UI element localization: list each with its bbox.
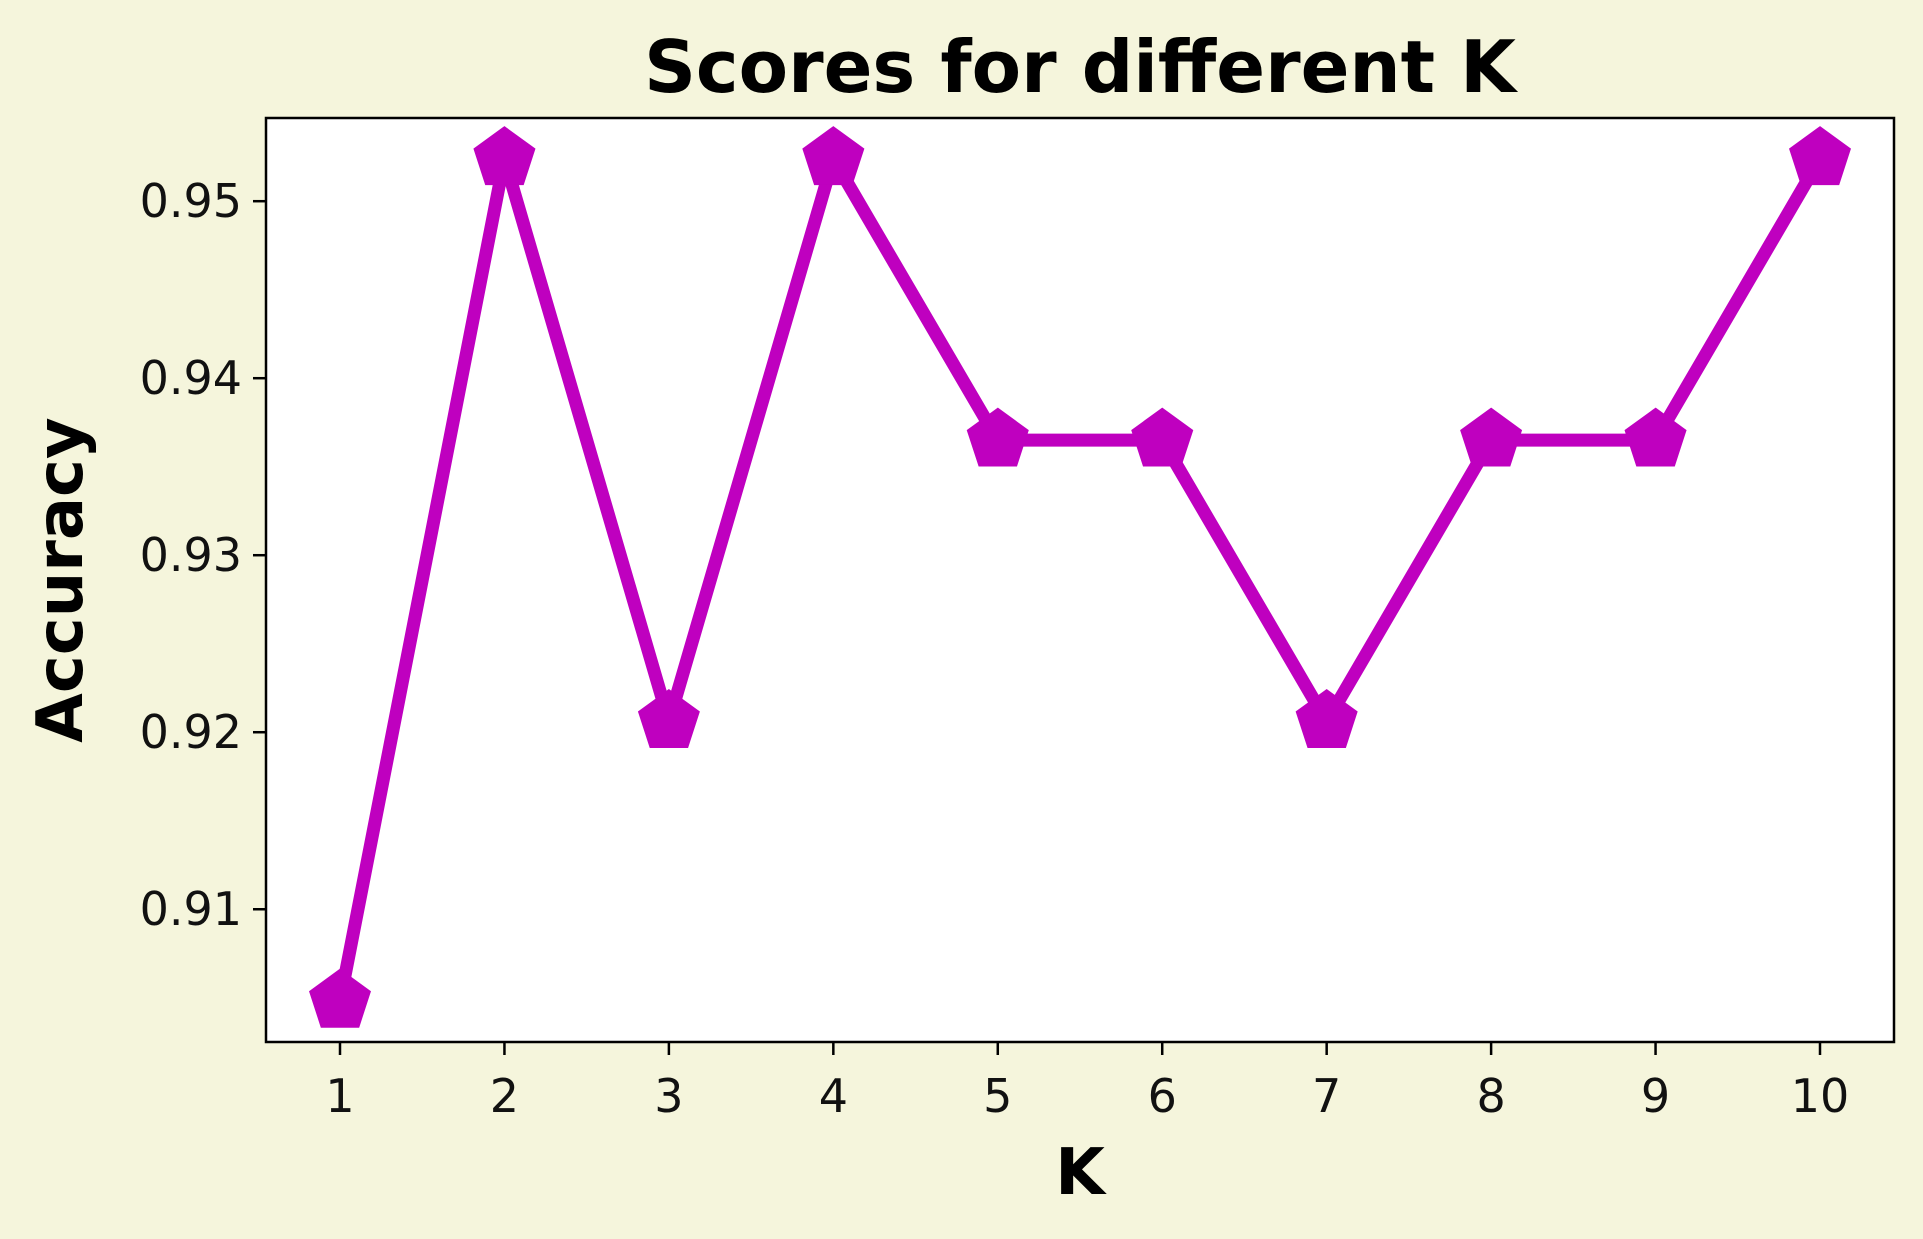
data-point-marker [1295,688,1358,748]
x-tick-label: 2 [490,1069,519,1123]
y-tick-label: 0.91 [140,882,242,936]
y-tick-label: 0.93 [140,528,242,582]
x-tick-label: 5 [983,1069,1012,1123]
y-tick-label: 0.94 [140,351,242,405]
y-axis-label: Accuracy [24,417,98,742]
data-point-marker [966,407,1029,467]
data-point-marker [1131,407,1194,467]
data-point-marker [1789,126,1851,186]
data-point-marker [473,126,536,186]
chart-title: Scores for different K [644,25,1518,109]
x-tick-label: 7 [1312,1069,1341,1123]
x-tick-label: 8 [1476,1069,1505,1123]
x-axis-label: K [1055,1136,1107,1210]
x-tick-label: 6 [1148,1069,1177,1123]
data-point-marker [802,126,865,186]
data-point-marker [1460,407,1523,467]
x-tick-label: 1 [325,1069,354,1123]
y-tick-label: 0.92 [140,705,242,759]
series-group [309,126,1851,1028]
x-tick-label: 4 [819,1069,848,1123]
plot-area [264,116,1896,1044]
data-point-marker [1624,407,1687,467]
data-point-marker [637,688,700,748]
y-tick-label: 0.95 [140,174,242,228]
tick-labels: 1 2 3 4 5 6 7 8 9 10 0.91 0.92 0.93 0.94 0.95 [140,174,1850,1123]
x-tick-label: 9 [1641,1069,1670,1123]
series-line [333,142,1826,1003]
x-tick-label: 10 [1791,1069,1850,1123]
x-tick-label: 3 [654,1069,683,1123]
data-point-marker [309,968,371,1028]
tick-marks [253,199,1822,1055]
